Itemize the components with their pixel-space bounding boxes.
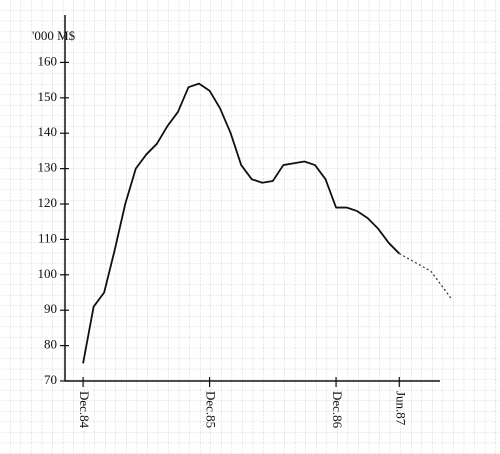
y-tick-label: 150 bbox=[38, 89, 58, 104]
y-tick-label: 110 bbox=[38, 230, 57, 245]
y-tick-label: 100 bbox=[38, 266, 58, 281]
y-tick-label: 70 bbox=[44, 372, 57, 387]
y-tick-label: 120 bbox=[38, 195, 58, 210]
x-tick-label: Dec.85 bbox=[204, 391, 219, 428]
x-tick-label: Jun.87 bbox=[393, 391, 408, 426]
plot-area: 70 80 90 100 110 120 130 140 150 160 Dec.84 Dec.85 D… bbox=[38, 15, 453, 429]
y-tick-label: 160 bbox=[38, 53, 58, 68]
y-tick-label: 90 bbox=[44, 301, 57, 316]
x-tick-label: Dec.86 bbox=[330, 391, 345, 429]
y-tick-label: 80 bbox=[44, 337, 57, 352]
y-tick-label: 130 bbox=[38, 160, 58, 175]
data-line bbox=[399, 253, 453, 300]
x-tick-label: Dec.84 bbox=[77, 391, 92, 429]
y-tick-label: 140 bbox=[38, 124, 58, 139]
data-line bbox=[82, 82, 400, 364]
y-axis-title: '000 M$ bbox=[32, 28, 76, 43]
